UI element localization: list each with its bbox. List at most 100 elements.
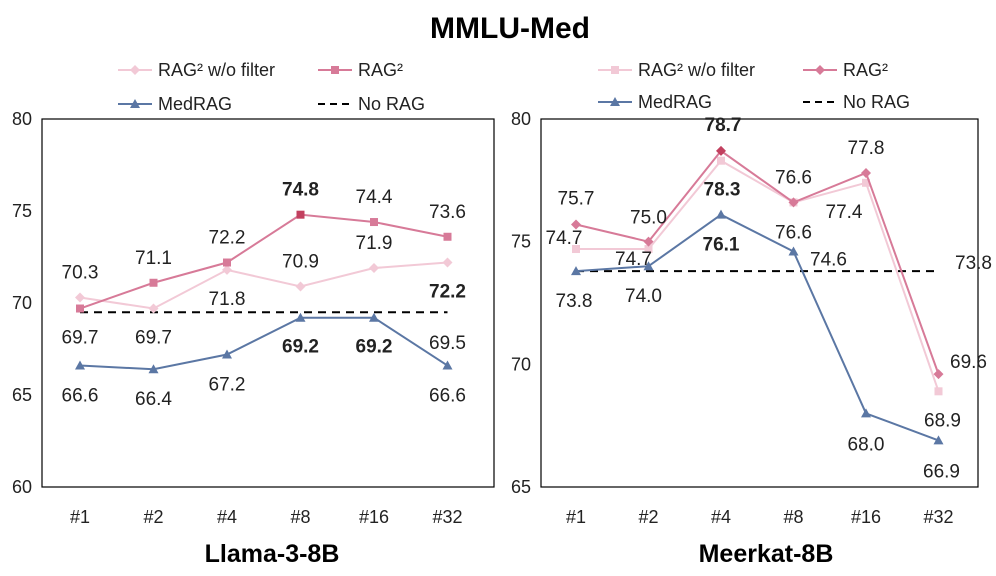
series-line-medrag <box>79 316 449 371</box>
data-label-medrag: 66.9 <box>923 461 960 482</box>
data-point-rag2_wo_filter <box>148 303 159 314</box>
legend-label: RAG² w/o filter <box>638 60 755 80</box>
data-label-rag2: 75.7 <box>558 188 595 209</box>
data-point-rag2 <box>788 197 799 208</box>
chart-panels: 60 65 70 75 80 #1 #2 #4 #8 #16 #32 Llama-3-8B 70.3 69… <box>12 60 992 568</box>
y-tick-label: 80 <box>12 109 32 129</box>
data-point-rag2_wo_filter <box>717 156 725 165</box>
legend-item-rag2: RAG² <box>318 60 403 80</box>
data-label-medrag: 74.0 <box>625 286 662 307</box>
data-point-rag2 <box>443 232 452 241</box>
legend-label: MedRAG <box>158 94 232 114</box>
y-tick-label: 75 <box>511 232 531 252</box>
data-label-rag2: 75.0 <box>630 208 667 229</box>
y-tick-label: 60 <box>12 477 32 497</box>
data-point-rag2_wo_filter <box>862 178 870 187</box>
x-tick-label: #1 <box>70 507 90 527</box>
data-label-rag2: 72.2 <box>209 228 246 249</box>
data-label-rag2_wo_filter: 77.4 <box>826 202 863 223</box>
series-line-rag2 <box>79 213 448 310</box>
x-tick-label: #2 <box>143 507 163 527</box>
data-label-rag2: 69.6 <box>950 352 987 373</box>
data-point-medrag <box>442 360 453 370</box>
data-point-medrag <box>643 261 654 271</box>
data-point-medrag <box>933 435 944 445</box>
data-label-medrag: 68.0 <box>848 434 885 455</box>
y-tick-label: 65 <box>511 477 531 497</box>
data-point-rag2 <box>370 218 378 227</box>
data-point-rag2 <box>149 278 158 287</box>
data-point-rag2 <box>861 167 871 178</box>
data-label-norag: 69.5 <box>429 333 466 354</box>
legend-label: RAG² w/o filter <box>158 60 275 80</box>
data-label-rag2: 69.7 <box>62 328 99 349</box>
figure-title: MMLU-Med <box>430 12 590 45</box>
data-point-medrag <box>75 360 85 370</box>
legend-label: RAG² <box>843 60 888 80</box>
data-point-rag2 <box>933 369 944 380</box>
legend-item-norag: No RAG <box>803 92 910 112</box>
data-point-rag2_wo_filter <box>644 245 653 254</box>
x-tick-label: #32 <box>923 507 953 527</box>
data-point-rag2 <box>296 210 305 219</box>
legend-item-rag2: RAG² <box>803 60 888 80</box>
data-point-rag2 <box>643 236 654 247</box>
data-point-rag2 <box>76 304 84 313</box>
data-point-medrag <box>148 364 159 374</box>
legend-label: RAG² <box>358 60 403 80</box>
data-label-rag2_wo_filter: 71.8 <box>209 289 246 310</box>
data-point-medrag <box>222 349 232 359</box>
x-tick-label: #16 <box>359 507 389 527</box>
x-tick-label: #8 <box>783 507 803 527</box>
panel-title: Llama-3-8B <box>205 540 340 568</box>
data-label-rag2_wo_filter: 74.7 <box>546 228 583 249</box>
data-point-rag2 <box>571 219 581 230</box>
data-label-rag2_wo_filter: 72.2 <box>429 282 466 303</box>
data-point-rag2_wo_filter <box>222 264 232 275</box>
legend-item-rag2_wo_filter: RAG² w/o filter <box>118 60 275 80</box>
legend-item-norag: No RAG <box>318 94 425 114</box>
data-label-rag2: 77.8 <box>848 138 885 159</box>
y-tick-label: 70 <box>12 293 32 313</box>
panel-title: Meerkat-8B <box>699 540 834 568</box>
data-point-medrag <box>716 209 726 219</box>
data-point-medrag <box>295 312 306 322</box>
data-label-medrag: 66.6 <box>62 386 99 407</box>
data-label-rag2_wo_filter: 71.9 <box>356 233 393 254</box>
y-tick-label: 75 <box>12 201 32 221</box>
x-tick-label: #16 <box>851 507 881 527</box>
data-label-medrag: 66.4 <box>135 389 172 410</box>
x-tick-label: #1 <box>566 507 586 527</box>
data-label-rag2_wo_filter: 70.9 <box>282 251 319 272</box>
data-label-rag2_wo_filter: 76.6 <box>775 222 812 243</box>
data-point-medrag <box>571 266 581 276</box>
data-label-rag2_wo_filter: 69.7 <box>135 328 172 349</box>
x-tick-label: #4 <box>711 507 731 527</box>
data-label-rag2: 74.4 <box>356 187 393 208</box>
legend-item-medrag: MedRAG <box>118 94 232 114</box>
series-line-rag2_wo_filter <box>576 159 940 392</box>
data-point-rag2_wo_filter <box>295 281 306 292</box>
data-label-rag2: 73.6 <box>429 202 466 223</box>
data-label-rag2: 78.7 <box>705 115 742 136</box>
legend-label: No RAG <box>358 94 425 114</box>
data-point-rag2 <box>223 258 231 267</box>
data-label-medrag: 67.2 <box>209 375 246 396</box>
plot-frame <box>540 118 979 488</box>
data-point-medrag <box>861 408 871 418</box>
y-tick-label: 80 <box>511 109 531 129</box>
data-label-rag2_wo_filter: 74.7 <box>615 249 652 270</box>
data-label-medrag: 76.1 <box>703 235 740 256</box>
data-label-rag2_wo_filter: 78.3 <box>704 180 741 201</box>
series-line-rag2_wo_filter <box>79 261 448 310</box>
series-line-medrag <box>575 213 939 442</box>
panel-2: 65 70 75 80 #1 #2 #4 #8 #16 #32 Meerkat-8B 74.7 74.7… <box>511 60 992 568</box>
data-label-medrag: 74.6 <box>810 249 847 270</box>
data-point-rag2 <box>716 145 726 156</box>
y-tick-label: 70 <box>511 354 531 374</box>
data-point-rag2_wo_filter <box>75 292 85 303</box>
data-label-medrag: 73.8 <box>556 291 593 312</box>
series-line-rag2 <box>575 149 940 375</box>
panel-1: 60 65 70 75 80 #1 #2 #4 #8 #16 #32 Llama-3-8B 70.3 69… <box>12 60 495 568</box>
